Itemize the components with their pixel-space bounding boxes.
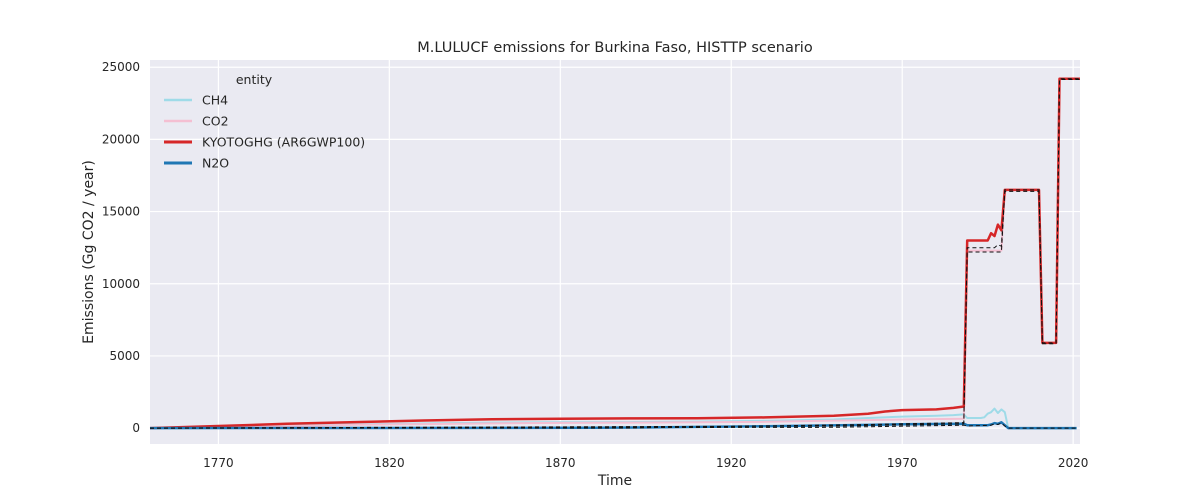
y-tick-label: 10000 [102,277,140,291]
legend-label: CH4 [202,93,228,108]
reference-dashed-line [149,79,1080,429]
legend-label: KYOTOGHG (AR6GWP100) [202,135,365,150]
x-axis-label: Time [597,473,632,489]
x-tick-label: 2020 [1058,456,1089,470]
legend-label: N2O [202,156,229,171]
reference-dashed-line [149,422,1077,429]
plot-background [150,60,1080,444]
y-tick-label: 15000 [102,205,140,219]
legend: entity CH4 CO2 KYOTOGHG (AR6GWP100) N2O [164,72,365,171]
x-tick-label: 1770 [203,456,234,470]
series-lines [149,77,1080,430]
y-tick-label: 0 [132,421,140,435]
x-tick-label: 1970 [887,456,918,470]
x-tick-label: 1920 [716,456,747,470]
y-tick-label: 20000 [102,132,140,146]
axis-ticks: 1770 1820 1870 1920 1970 2020 0 5000 10000 15000 2… [102,60,1089,470]
x-tick-label: 1870 [545,456,576,470]
x-tick-label: 1820 [374,456,405,470]
chart-title: M.LULUCF emissions for Burkina Faso, HIS… [417,40,813,56]
legend-label: CO2 [202,114,229,129]
y-axis-label: Emissions (Gg CO2 / year) [81,160,97,344]
y-tick-label: 5000 [109,349,140,363]
y-tick-label: 25000 [102,60,140,74]
legend-title: entity [236,72,273,87]
